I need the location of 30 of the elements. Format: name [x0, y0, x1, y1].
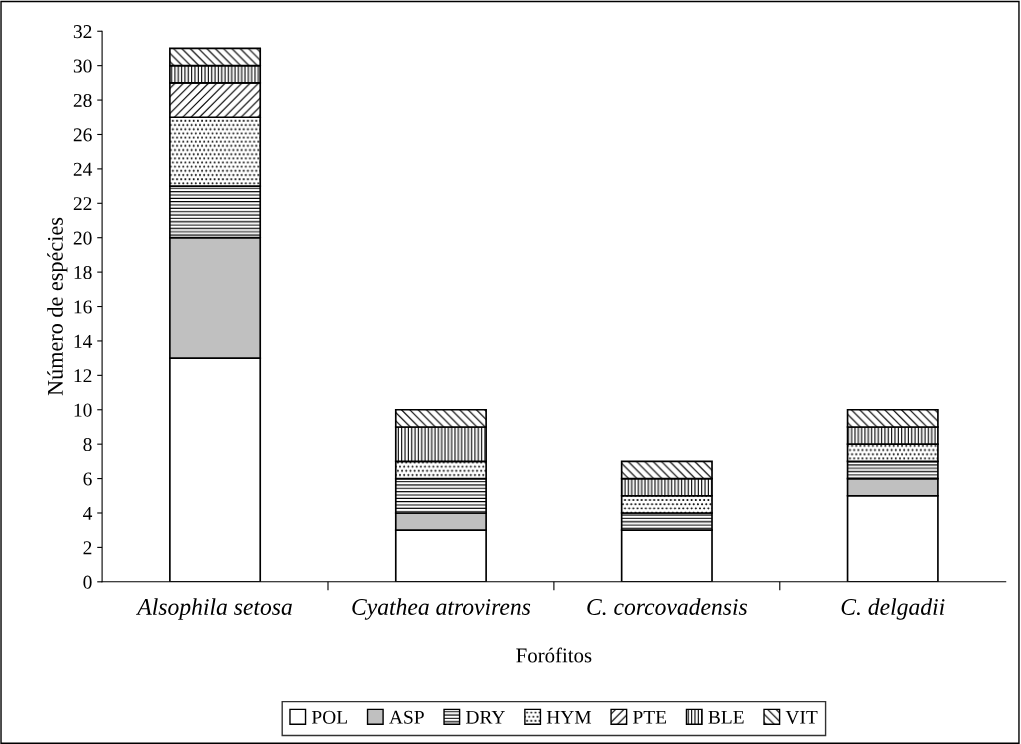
y-tick-label: 0 — [83, 575, 92, 589]
y-tick-label: 20 — [73, 231, 92, 245]
y-tick-label: 16 — [74, 300, 92, 314]
x-tick-label: C. corcovadensis — [587, 598, 747, 616]
y-tick-label: 4 — [83, 506, 93, 520]
y-tick-label: 28 — [73, 93, 92, 108]
y-axis-title: Número de espécies — [47, 217, 68, 396]
y-tick-label: 24 — [73, 162, 93, 176]
y-tick-label: 32 — [73, 25, 92, 39]
x-axis-title: Forófitos — [516, 647, 592, 663]
y-tick-label: 14 — [74, 334, 93, 348]
legend-label: HYM — [546, 710, 592, 724]
y-tick-label: 26 — [73, 128, 92, 142]
y-tick-label: 22 — [73, 197, 92, 211]
y-tick-label: 8 — [83, 437, 92, 452]
legend-label: BLE — [708, 710, 744, 724]
y-tick-label: 2 — [83, 541, 92, 555]
x-tick-label: Alsophila setosa — [136, 598, 292, 620]
legend-label: VIT — [785, 710, 818, 724]
legend-label: PTE — [633, 710, 667, 724]
y-tick-label: 30 — [73, 59, 92, 73]
y-tick-label: 12 — [74, 369, 92, 383]
x-tick-label: Cyathea atrovirens — [352, 598, 531, 620]
y-tick-label: 18 — [74, 265, 92, 280]
legend-label: POL — [311, 710, 347, 724]
y-tick-label: 10 — [74, 403, 92, 417]
legend-label: ASP — [389, 710, 424, 724]
x-tick-label: C. delgadii — [841, 598, 945, 620]
y-tick-label: 6 — [83, 472, 92, 486]
legend-label: DRY — [465, 710, 505, 724]
